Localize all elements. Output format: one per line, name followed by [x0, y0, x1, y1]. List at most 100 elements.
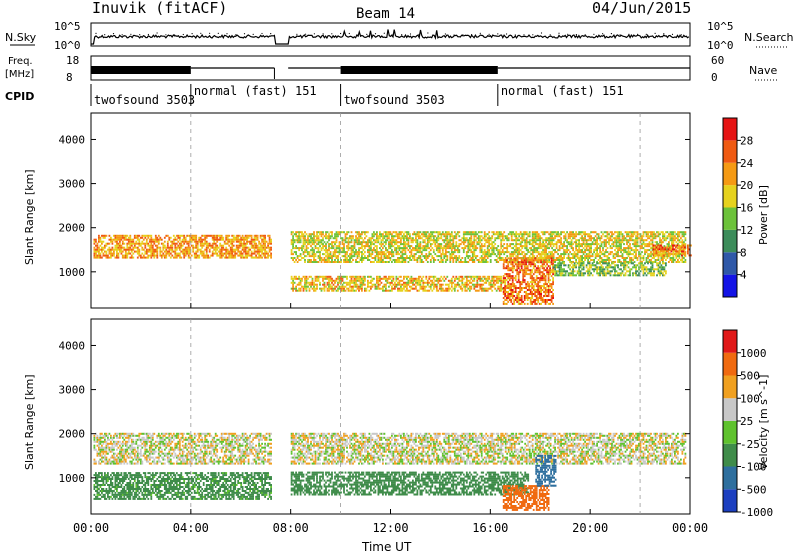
- power-cell: [376, 235, 378, 238]
- power-cell: [501, 235, 504, 238]
- power-cell: [323, 261, 326, 263]
- power-cell: [217, 250, 220, 253]
- power-cell: [356, 231, 359, 234]
- power-cell: [665, 259, 667, 261]
- power-cell: [538, 273, 541, 276]
- power-cell: [452, 275, 455, 278]
- power-cell: [663, 257, 666, 259]
- power-cell: [130, 250, 133, 253]
- power-cell: [328, 239, 330, 242]
- power-cell: [407, 233, 410, 236]
- power-cell: [425, 235, 428, 238]
- power-cell: [606, 257, 609, 259]
- power-cell: [573, 237, 576, 240]
- power-cell: [507, 291, 510, 293]
- power-cell: [201, 250, 204, 253]
- power-cell: [379, 279, 381, 282]
- power-cell: [569, 261, 571, 263]
- power-cell: [471, 253, 474, 256]
- power-cell: [532, 287, 535, 289]
- power-cell: [138, 234, 141, 237]
- power-cell: [468, 241, 471, 244]
- power-cell: [355, 283, 357, 286]
- power-cell: [473, 277, 476, 280]
- power-cell: [474, 231, 477, 234]
- power-cell: [594, 257, 597, 259]
- power-cell: [660, 243, 663, 246]
- power-cell: [609, 251, 612, 254]
- power-cell: [587, 235, 589, 238]
- power-cell: [365, 231, 368, 234]
- power-cell: [400, 241, 402, 244]
- power-cell: [415, 245, 417, 248]
- power-cell: [135, 240, 138, 243]
- power-cell: [642, 235, 645, 238]
- power-cell: [422, 289, 425, 292]
- power-cell: [317, 235, 320, 238]
- power-cell: [456, 277, 459, 280]
- power-cell: [432, 257, 435, 259]
- power-cell: [473, 259, 476, 261]
- date-title: 04/Jun/2015: [592, 0, 691, 17]
- power-cell: [564, 239, 567, 242]
- power-cell: [581, 245, 583, 248]
- power-cell: [395, 249, 398, 252]
- power-cell: [126, 244, 129, 247]
- power-cell: [566, 247, 568, 250]
- power-cell: [483, 253, 486, 256]
- power-cell: [492, 253, 495, 256]
- power-cell: [425, 237, 428, 240]
- power-cell: [403, 283, 405, 286]
- power-cell: [608, 241, 610, 244]
- power-cell: [361, 237, 363, 240]
- power-cell: [317, 243, 320, 246]
- power-cell: [256, 234, 259, 237]
- power-cell: [671, 259, 673, 261]
- power-cell: [573, 257, 576, 259]
- power-cell: [389, 231, 392, 234]
- power-cell: [415, 235, 417, 238]
- power-cell: [418, 247, 420, 250]
- power-cell: [175, 254, 178, 257]
- power-cell: [543, 251, 546, 254]
- power-cell: [334, 237, 336, 240]
- power-cell: [546, 253, 549, 256]
- power-cell: [395, 275, 398, 278]
- power-cell: [532, 267, 535, 270]
- power-cell: [576, 257, 579, 259]
- power-cell: [476, 289, 479, 292]
- power-cell: [358, 249, 360, 252]
- power-cell: [480, 251, 483, 254]
- power-cell: [489, 261, 492, 263]
- power-cell: [379, 251, 381, 254]
- power-cell: [290, 251, 293, 254]
- power-cell: [96, 248, 99, 251]
- power-cell: [246, 256, 248, 259]
- power-cell: [298, 287, 300, 290]
- power-cell: [362, 241, 365, 244]
- power-cell: [663, 239, 666, 242]
- power-cell: [572, 249, 574, 252]
- power-cell: [464, 261, 467, 263]
- power-cell: [674, 253, 676, 256]
- power-cell: [165, 234, 168, 237]
- power-cell: [678, 255, 681, 258]
- nsearch-point: [436, 33, 438, 35]
- power-cell: [419, 283, 422, 286]
- power-cell: [605, 249, 607, 252]
- power-cell: [617, 237, 619, 240]
- power-cell: [403, 261, 405, 263]
- power-cell: [581, 255, 583, 258]
- power-cell: [261, 248, 263, 251]
- power-cell: [265, 246, 268, 249]
- power-cell: [359, 285, 362, 288]
- power-cell: [261, 250, 263, 253]
- power-cell: [500, 245, 503, 248]
- power-cell: [641, 251, 643, 254]
- power-cell: [397, 247, 399, 250]
- power-cell: [561, 257, 564, 259]
- power-cell: [660, 253, 663, 256]
- power-cell: [684, 231, 687, 234]
- power-cell: [376, 275, 378, 278]
- power-cell: [626, 231, 628, 234]
